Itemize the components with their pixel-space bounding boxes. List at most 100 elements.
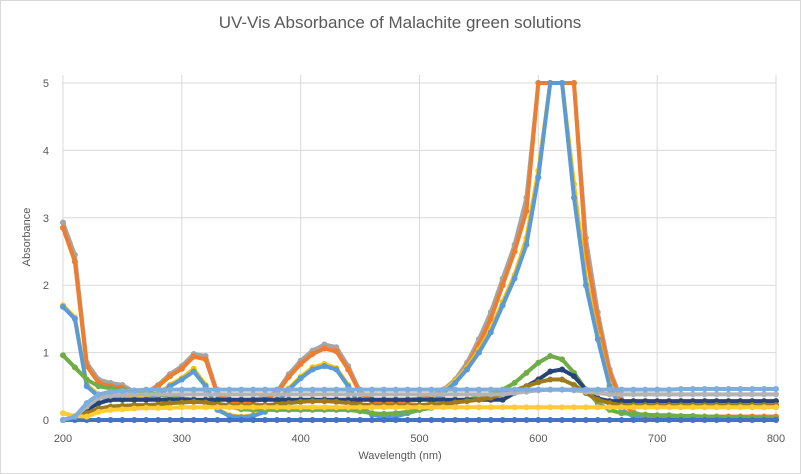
data-point xyxy=(452,391,459,398)
data-point xyxy=(297,398,304,405)
data-point xyxy=(60,417,66,423)
data-point xyxy=(570,80,577,86)
data-point xyxy=(559,366,566,373)
data-point xyxy=(547,417,554,423)
data-point xyxy=(131,417,138,423)
data-point xyxy=(107,417,114,423)
data-point xyxy=(761,417,768,423)
data-point xyxy=(285,386,292,393)
data-point xyxy=(523,404,530,411)
data-point xyxy=(297,361,304,368)
data-point xyxy=(642,404,649,411)
data-point xyxy=(368,404,375,411)
data-point xyxy=(666,417,673,423)
data-point xyxy=(166,386,173,393)
data-point xyxy=(499,282,506,289)
data-point xyxy=(630,417,637,423)
data-point xyxy=(559,417,566,423)
data-point xyxy=(333,398,340,405)
data-point xyxy=(570,381,577,388)
data-point xyxy=(749,385,756,392)
data-point xyxy=(428,404,435,411)
data-point xyxy=(95,417,102,423)
data-point xyxy=(143,404,150,411)
data-point xyxy=(737,417,744,423)
data-point xyxy=(392,396,399,403)
data-point xyxy=(475,391,482,398)
data-point xyxy=(475,349,482,356)
data-point xyxy=(523,208,530,215)
data-point xyxy=(547,80,554,86)
data-point xyxy=(214,391,221,398)
data-point xyxy=(404,386,411,393)
data-point xyxy=(725,385,732,392)
data-point xyxy=(677,385,684,392)
data-point xyxy=(749,417,756,423)
data-point xyxy=(357,391,364,398)
data-point xyxy=(570,386,577,393)
data-point xyxy=(155,391,162,398)
data-point xyxy=(511,417,518,423)
data-point xyxy=(380,386,387,393)
data-point xyxy=(440,386,447,393)
data-point xyxy=(606,404,613,411)
data-point xyxy=(60,303,66,310)
data-point xyxy=(95,383,102,390)
data-point xyxy=(166,391,173,398)
data-point xyxy=(333,417,340,423)
data-point xyxy=(523,241,530,248)
data-point xyxy=(594,404,601,411)
data-point xyxy=(131,396,138,403)
data-point xyxy=(202,417,209,423)
data-point xyxy=(238,386,245,393)
data-point xyxy=(761,404,768,411)
data-point xyxy=(511,404,518,411)
data-point xyxy=(547,368,554,375)
y-tick-label: 1 xyxy=(43,348,49,360)
data-point xyxy=(392,404,399,411)
data-point xyxy=(618,386,625,393)
data-point xyxy=(380,404,387,411)
data-point xyxy=(499,386,506,393)
data-point xyxy=(570,417,577,423)
data-point xyxy=(250,391,257,398)
data-point xyxy=(404,404,411,411)
chart-title: UV-Vis Absorbance of Malachite green sol… xyxy=(219,13,582,32)
data-point xyxy=(594,336,601,343)
data-point xyxy=(475,417,482,423)
data-point xyxy=(368,410,375,417)
data-point xyxy=(380,391,387,398)
data-point xyxy=(107,406,114,413)
data-point xyxy=(559,356,566,363)
data-point xyxy=(487,315,494,322)
data-point xyxy=(297,391,304,398)
data-point xyxy=(190,368,197,375)
data-point xyxy=(630,386,637,393)
data-point xyxy=(214,417,221,423)
data-point xyxy=(689,404,696,411)
data-point xyxy=(582,404,589,411)
data-point xyxy=(238,396,245,403)
x-tick-label: 400 xyxy=(291,433,309,445)
data-point xyxy=(368,391,375,398)
data-point xyxy=(285,404,292,411)
data-point xyxy=(83,413,90,420)
y-tick-label: 3 xyxy=(43,213,49,225)
data-point xyxy=(701,391,708,398)
data-point xyxy=(689,417,696,423)
data-point xyxy=(262,391,269,398)
data-point xyxy=(321,391,328,398)
data-point xyxy=(594,386,601,393)
data-point xyxy=(131,405,138,412)
y-tick-label: 4 xyxy=(43,145,49,157)
data-point xyxy=(309,350,316,357)
data-point xyxy=(250,404,257,411)
data-point xyxy=(309,404,316,411)
data-point xyxy=(285,391,292,398)
data-point xyxy=(166,400,173,407)
data-point xyxy=(143,396,150,403)
data-point xyxy=(119,417,126,423)
data-point xyxy=(689,385,696,392)
data-point xyxy=(380,396,387,403)
data-point xyxy=(630,404,637,411)
